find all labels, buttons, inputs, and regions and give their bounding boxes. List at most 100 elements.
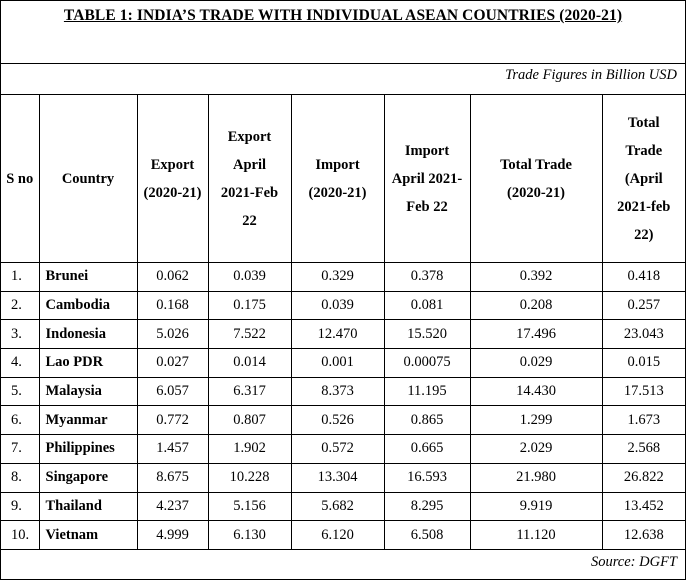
row-total-apr-feb: 26.822: [601, 462, 685, 493]
row-import-apr-feb: 11.195: [383, 376, 471, 407]
row-total-apr-feb: 23.043: [601, 319, 685, 350]
row-sno: 1.: [1, 262, 40, 292]
row-export-2020-21: 0.027: [136, 348, 209, 378]
row-sno: 6.: [1, 405, 40, 436]
header-total-apr-feb: Total Trade (April 2021-feb 22): [601, 95, 685, 263]
row-import-2020-21: 12.470: [290, 319, 385, 350]
row-sno: 8.: [1, 462, 40, 493]
row-sno: 2.: [1, 290, 40, 321]
table-row: 3. Indonesia 5.026 7.522 12.470 15.520 17.496 2…: [1, 319, 685, 350]
table-row: 1. Brunei 0.062 0.039 0.329 0.378 0.392 0.418: [1, 262, 685, 292]
row-total-2020-21: 2.029: [469, 434, 603, 464]
table-row: 9. Thailand 4.237 5.156 5.682 8.295 9.919 13.45…: [1, 491, 685, 522]
row-country: Singapore: [38, 462, 138, 493]
row-country: Lao PDR: [38, 348, 138, 378]
row-total-apr-feb: 12.638: [601, 520, 685, 550]
row-total-2020-21: 21.980: [469, 462, 603, 493]
source-row: Source: DGFT: [1, 550, 685, 580]
row-sno: 7.: [1, 434, 40, 464]
row-country: Malaysia: [38, 376, 138, 407]
row-total-2020-21: 9.919: [469, 491, 603, 522]
table-row: 10. Vietnam 4.999 6.130 6.120 6.508 11.120 12.6…: [1, 520, 685, 550]
header-import-apr-feb: Import April 2021- Feb 22: [383, 95, 471, 263]
row-total-apr-feb: 17.513: [601, 376, 685, 407]
row-country: Cambodia: [38, 290, 138, 321]
row-country: Brunei: [38, 262, 138, 292]
row-country: Philippines: [38, 434, 138, 464]
row-total-apr-feb: 1.673: [601, 405, 685, 436]
row-import-apr-feb: 0.081: [383, 290, 471, 321]
row-country: Myanmar: [38, 405, 138, 436]
header-row: S no Country Export (2020-21) Export Apr…: [1, 95, 685, 263]
header-export-apr-feb: Export April 2021-Feb 22: [207, 95, 292, 263]
table-row: 8. Singapore 8.675 10.228 13.304 16.593 21.980…: [1, 462, 685, 493]
row-total-2020-21: 0.392: [469, 262, 603, 292]
row-total-apr-feb: 0.015: [601, 348, 685, 378]
header-sno: S no: [1, 95, 40, 263]
row-export-apr-feb: 6.130: [207, 520, 292, 550]
row-export-2020-21: 8.675: [136, 462, 209, 493]
row-total-2020-21: 11.120: [469, 520, 603, 550]
row-export-apr-feb: 7.522: [207, 319, 292, 350]
row-export-apr-feb: 10.228: [207, 462, 292, 493]
header-total-2020-21: Total Trade (2020-21): [469, 95, 603, 263]
units-row: Trade Figures in Billion USD: [1, 64, 685, 95]
table-row: 4. Lao PDR 0.027 0.014 0.001 0.00075 0.029 0.01…: [1, 348, 685, 378]
row-country: Indonesia: [38, 319, 138, 350]
row-import-apr-feb: 6.508: [383, 520, 471, 550]
row-import-2020-21: 8.373: [290, 376, 385, 407]
units-note: Trade Figures in Billion USD: [505, 67, 677, 83]
row-total-apr-feb: 0.257: [601, 290, 685, 321]
row-import-2020-21: 0.526: [290, 405, 385, 436]
row-export-apr-feb: 0.014: [207, 348, 292, 378]
row-import-apr-feb: 0.865: [383, 405, 471, 436]
row-export-apr-feb: 0.175: [207, 290, 292, 321]
table-row: 7. Philippines 1.457 1.902 0.572 0.665 2.029 2.…: [1, 434, 685, 464]
row-sno: 9.: [1, 491, 40, 522]
row-sno: 5.: [1, 376, 40, 407]
row-total-apr-feb: 13.452: [601, 491, 685, 522]
row-export-2020-21: 6.057: [136, 376, 209, 407]
row-import-2020-21: 5.682: [290, 491, 385, 522]
row-import-2020-21: 0.329: [290, 262, 385, 292]
header-export-2020-21: Export (2020-21): [136, 95, 209, 263]
row-export-apr-feb: 6.317: [207, 376, 292, 407]
row-total-apr-feb: 0.418: [601, 262, 685, 292]
header-country: Country: [38, 95, 138, 263]
row-total-2020-21: 1.299: [469, 405, 603, 436]
row-import-apr-feb: 0.665: [383, 434, 471, 464]
row-sno: 4.: [1, 348, 40, 378]
row-export-2020-21: 0.772: [136, 405, 209, 436]
source-note: Source: DGFT: [590, 553, 677, 570]
row-import-apr-feb: 0.00075: [383, 348, 471, 378]
row-export-2020-21: 5.026: [136, 319, 209, 350]
row-import-apr-feb: 8.295: [383, 491, 471, 522]
header-import-2020-21: Import (2020-21): [290, 95, 385, 263]
row-sno: 10.: [1, 520, 40, 550]
row-import-2020-21: 0.001: [290, 348, 385, 378]
table-row: 6. Myanmar 0.772 0.807 0.526 0.865 1.299 1.673: [1, 405, 685, 436]
row-import-2020-21: 6.120: [290, 520, 385, 550]
row-country: Thailand: [38, 491, 138, 522]
table-row: 5. Malaysia 6.057 6.317 8.373 11.195 14.430 17.…: [1, 376, 685, 407]
row-export-2020-21: 0.062: [136, 262, 209, 292]
row-total-apr-feb: 2.568: [601, 434, 685, 464]
row-total-2020-21: 0.029: [469, 348, 603, 378]
row-export-2020-21: 1.457: [136, 434, 209, 464]
table-title: TABLE 1: INDIA’S TRADE WITH INDIVIDUAL A…: [63, 7, 623, 24]
row-import-2020-21: 0.039: [290, 290, 385, 321]
row-export-apr-feb: 0.039: [207, 262, 292, 292]
row-import-apr-feb: 15.520: [383, 319, 471, 350]
row-import-2020-21: 13.304: [290, 462, 385, 493]
table-row: 2. Cambodia 0.168 0.175 0.039 0.081 0.208 0.257: [1, 290, 685, 321]
row-import-2020-21: 0.572: [290, 434, 385, 464]
row-export-apr-feb: 1.902: [207, 434, 292, 464]
row-export-2020-21: 4.237: [136, 491, 209, 522]
row-total-2020-21: 0.208: [469, 290, 603, 321]
row-export-2020-21: 4.999: [136, 520, 209, 550]
row-sno: 3.: [1, 319, 40, 350]
row-total-2020-21: 17.496: [469, 319, 603, 350]
row-export-apr-feb: 0.807: [207, 405, 292, 436]
row-import-apr-feb: 0.378: [383, 262, 471, 292]
